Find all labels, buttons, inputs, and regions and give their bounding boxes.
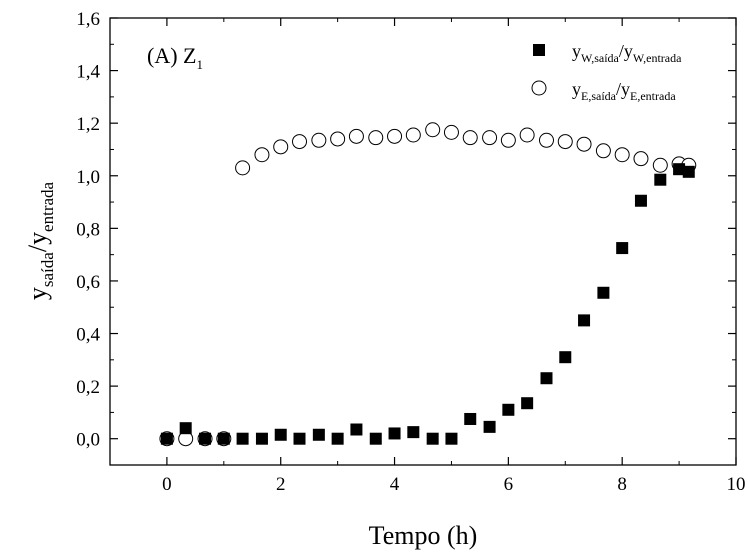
point-w xyxy=(217,432,230,445)
point-e xyxy=(235,160,251,176)
point-e xyxy=(538,132,554,148)
point-w xyxy=(502,403,515,416)
point-e xyxy=(462,130,478,146)
point-w xyxy=(331,432,344,445)
point-e xyxy=(405,127,421,143)
point-w xyxy=(160,432,173,445)
point-e xyxy=(368,130,384,146)
point-w xyxy=(654,173,667,186)
x-axis-label: Tempo (h) xyxy=(369,521,478,550)
point-w xyxy=(540,372,553,385)
legend-marker-w xyxy=(533,44,545,56)
point-e xyxy=(614,147,630,163)
point-e xyxy=(292,134,308,150)
series-layer xyxy=(159,122,697,447)
panel-label-subscript: 1 xyxy=(196,57,203,72)
point-w xyxy=(673,163,686,176)
y-tick-label: 0,2 xyxy=(76,377,100,398)
point-w xyxy=(578,314,591,327)
y-tick-label: 1,4 xyxy=(76,62,100,83)
point-e xyxy=(425,122,441,138)
panel-label: (A) Z1 xyxy=(147,43,203,72)
point-w xyxy=(407,426,420,439)
point-w xyxy=(559,351,572,364)
point-w xyxy=(634,194,647,207)
y-tick-label: 0,0 xyxy=(76,430,100,451)
point-w xyxy=(255,432,268,445)
x-tick-label: 4 xyxy=(390,474,400,495)
point-e xyxy=(652,157,668,173)
x-tick-label: 10 xyxy=(727,474,746,495)
x-tick-label: 2 xyxy=(276,474,286,495)
legend-marker-e xyxy=(531,80,547,96)
point-w xyxy=(236,432,249,445)
legend: yW,saída/yW,entrada yE,saída/yE,entrada xyxy=(531,41,682,103)
point-w xyxy=(521,397,534,410)
point-e xyxy=(482,130,498,146)
point-w xyxy=(445,432,458,445)
point-w xyxy=(682,165,695,178)
point-w xyxy=(179,422,192,435)
point-e xyxy=(387,128,403,144)
point-e xyxy=(633,151,649,167)
point-e xyxy=(348,128,364,144)
point-e xyxy=(576,136,592,152)
y-tick-label: 0,6 xyxy=(76,272,100,293)
x-tick-label: 8 xyxy=(617,474,627,495)
point-e xyxy=(519,127,535,143)
point-w xyxy=(274,428,287,441)
y-tick-label: 1,6 xyxy=(76,9,100,30)
y-axis-label: ysaída/yentrada xyxy=(23,181,57,300)
x-tick-label: 6 xyxy=(504,474,514,495)
point-w xyxy=(616,242,629,255)
point-w xyxy=(199,432,212,445)
point-e xyxy=(254,147,270,163)
point-e xyxy=(311,132,327,148)
point-w xyxy=(293,432,306,445)
point-e xyxy=(443,124,459,140)
y-tick-label: 0,8 xyxy=(76,219,100,240)
y-tick-label: 1,0 xyxy=(76,167,100,188)
point-e xyxy=(500,132,516,148)
plot-frame xyxy=(109,17,737,466)
point-w xyxy=(350,423,363,436)
x-tick-label: 0 xyxy=(162,474,172,495)
point-w xyxy=(369,432,382,445)
axis-ticks: 0 2 4 6 8 10 0,0 0,2 0,4 0,6 0,8 1,0 1,2 1,4 1,6 xyxy=(76,9,745,495)
point-w xyxy=(464,412,477,425)
point-e xyxy=(273,139,289,155)
point-w xyxy=(426,432,439,445)
point-w xyxy=(388,427,401,440)
point-e xyxy=(557,134,573,150)
legend-label-e: yE,saída/yE,entrada xyxy=(572,79,676,103)
y-tick-label: 1,2 xyxy=(76,114,100,135)
point-w xyxy=(312,428,325,441)
point-w xyxy=(597,286,610,299)
point-e xyxy=(330,131,346,147)
legend-label-w: yW,saída/yW,entrada xyxy=(572,41,682,65)
y-tick-label: 0,4 xyxy=(76,325,100,346)
point-w xyxy=(483,420,496,433)
point-e xyxy=(595,143,611,159)
